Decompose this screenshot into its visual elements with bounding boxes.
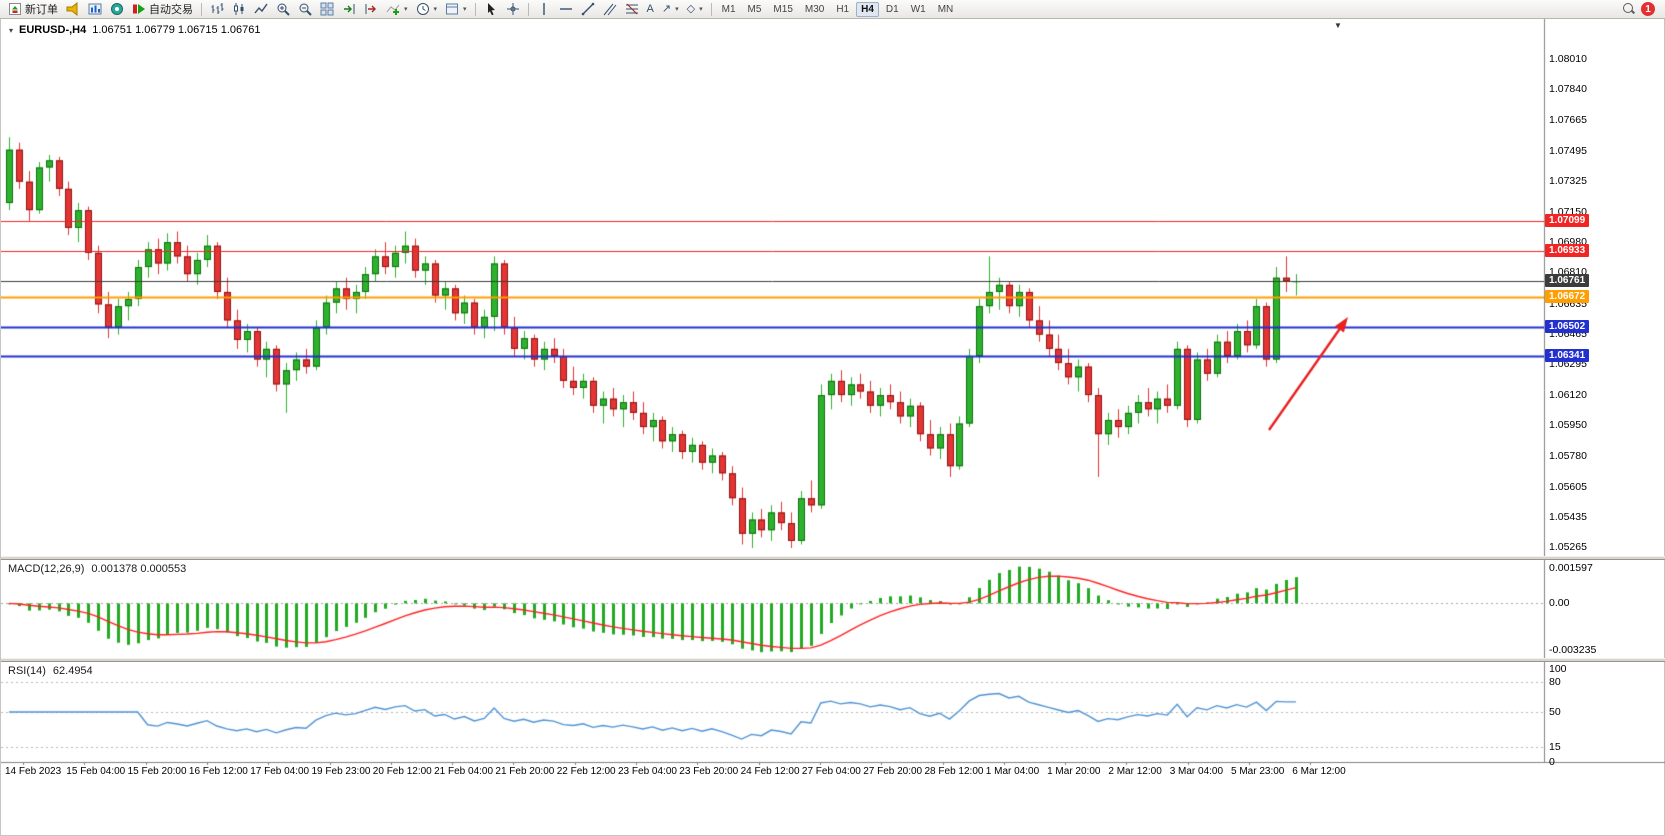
chart-shift-icon bbox=[364, 2, 378, 16]
auto-trading-label: 自动交易 bbox=[149, 4, 193, 16]
channel-button[interactable] bbox=[599, 1, 621, 18]
bar-chart-button[interactable] bbox=[206, 1, 228, 18]
chart-title-symbol: EURUSD-,H4 bbox=[19, 24, 87, 36]
zoom-in-button[interactable] bbox=[272, 1, 294, 18]
new-order-button[interactable]: 新订单 bbox=[4, 1, 62, 18]
dropdown-caret-icon: ▾ bbox=[433, 6, 438, 13]
trendline-icon bbox=[581, 2, 595, 16]
data-window-button[interactable] bbox=[106, 1, 128, 18]
timeframe-button-mn[interactable]: MN bbox=[933, 2, 959, 17]
text-tool-icon: A bbox=[646, 3, 654, 15]
text-button[interactable]: A bbox=[643, 1, 658, 18]
chart-shift-marker-icon[interactable]: ▼ bbox=[1334, 21, 1342, 30]
data-window-icon bbox=[110, 2, 124, 16]
chart-shift-button[interactable] bbox=[360, 1, 382, 18]
indicators-button[interactable]: ▾ bbox=[382, 1, 412, 18]
macd-panel-label: MACD(12,26,9) 0.001378 0.000553 bbox=[8, 563, 186, 575]
panel-splitter-macd[interactable] bbox=[1, 556, 1665, 560]
zoom-out-button[interactable] bbox=[294, 1, 316, 18]
macd-values: 0.001378 0.000553 bbox=[91, 563, 187, 575]
alerts-icon bbox=[66, 2, 80, 16]
candlestick-chart-icon bbox=[232, 2, 246, 16]
tile-windows-icon bbox=[320, 2, 334, 16]
toolbar: 新订单 自动交易 bbox=[0, 0, 1665, 19]
fibonacci-icon bbox=[625, 2, 639, 16]
trendline-button[interactable] bbox=[577, 1, 599, 18]
chart-window: ▾ EURUSD-,H4 1.06751 1.06779 1.06715 1.0… bbox=[0, 19, 1665, 836]
timeframe-button-h4[interactable]: H4 bbox=[856, 1, 879, 17]
alerts-button[interactable] bbox=[62, 1, 84, 18]
timeframe-button-w1[interactable]: W1 bbox=[906, 2, 931, 17]
candlestick-chart-button[interactable] bbox=[228, 1, 250, 18]
templates-icon bbox=[445, 2, 459, 16]
tile-windows-button[interactable] bbox=[316, 1, 338, 18]
market-watch-icon bbox=[88, 2, 102, 16]
cursor-arrow-icon bbox=[484, 2, 498, 16]
auto-trading-play-icon bbox=[132, 2, 146, 16]
timeframe-button-m5[interactable]: M5 bbox=[743, 2, 767, 17]
auto-trading-button[interactable]: 自动交易 bbox=[128, 1, 197, 18]
one-click-trading-toggle-icon[interactable]: ▾ bbox=[9, 25, 14, 35]
horizontal-line-button[interactable] bbox=[555, 1, 577, 18]
panel-splitter-rsi[interactable] bbox=[1, 658, 1665, 662]
templates-button[interactable]: ▾ bbox=[441, 1, 471, 18]
channel-icon bbox=[603, 2, 617, 16]
timeframe-button-m1[interactable]: M1 bbox=[717, 2, 741, 17]
toolbar-separator bbox=[201, 2, 202, 16]
vertical-line-icon bbox=[537, 2, 551, 16]
auto-scroll-button[interactable] bbox=[338, 1, 360, 18]
dropdown-caret-icon: ▾ bbox=[699, 6, 703, 13]
shapes-tool-icon: ◇ bbox=[686, 3, 696, 15]
price-chart-canvas[interactable] bbox=[1, 19, 1665, 787]
search-icon[interactable] bbox=[1623, 3, 1635, 15]
crosshair-icon bbox=[506, 2, 520, 16]
chart-title: ▾ EURUSD-,H4 1.06751 1.06779 1.06715 1.0… bbox=[9, 24, 260, 36]
zoom-out-icon bbox=[298, 2, 312, 16]
timeframe-button-d1[interactable]: D1 bbox=[881, 2, 904, 17]
toolbar-separator bbox=[474, 2, 476, 16]
new-order-label: 新订单 bbox=[25, 4, 58, 16]
macd-label: MACD(12,26,9) bbox=[8, 563, 85, 575]
shapes-button[interactable]: ◇ ▾ bbox=[683, 1, 707, 18]
rsi-label: RSI(14) bbox=[8, 665, 46, 677]
timeframe-group: M1 M5 M15 M30 H1 H4 D1 W1 MN bbox=[716, 1, 960, 17]
bar-chart-icon bbox=[210, 2, 224, 16]
dropdown-caret-icon: ▾ bbox=[675, 6, 679, 13]
periods-clock-icon bbox=[416, 2, 430, 16]
timeframe-button-m15[interactable]: M15 bbox=[768, 2, 797, 17]
indicators-icon bbox=[386, 2, 400, 16]
timeframe-button-h1[interactable]: H1 bbox=[831, 2, 854, 17]
auto-scroll-icon bbox=[342, 2, 356, 16]
market-watch-button[interactable] bbox=[84, 1, 106, 18]
line-chart-icon bbox=[254, 2, 268, 16]
horizontal-line-icon bbox=[559, 2, 573, 16]
arrows-button[interactable]: ↗ ▾ bbox=[658, 1, 683, 18]
periods-button[interactable]: ▾ bbox=[412, 1, 442, 18]
new-order-icon bbox=[8, 2, 22, 16]
rsi-panel-label: RSI(14) 62.4954 bbox=[8, 665, 93, 677]
toolbar-separator bbox=[527, 2, 529, 16]
crosshair-button[interactable] bbox=[502, 1, 524, 18]
chart-title-ohlc: 1.06751 1.06779 1.06715 1.06761 bbox=[92, 24, 261, 36]
line-chart-button[interactable] bbox=[250, 1, 272, 18]
vertical-line-button[interactable] bbox=[533, 1, 555, 18]
dropdown-caret-icon: ▾ bbox=[463, 6, 467, 13]
fibonacci-button[interactable] bbox=[621, 1, 643, 18]
timeframe-button-m30[interactable]: M30 bbox=[800, 2, 829, 17]
dropdown-caret-icon: ▾ bbox=[404, 6, 408, 13]
cursor-button[interactable] bbox=[480, 1, 502, 18]
notification-badge[interactable]: 1 bbox=[1641, 2, 1655, 16]
arrows-tool-icon: ↗ bbox=[661, 3, 672, 15]
toolbar-separator bbox=[710, 2, 712, 16]
zoom-in-icon bbox=[276, 2, 290, 16]
rsi-value: 62.4954 bbox=[52, 665, 93, 677]
